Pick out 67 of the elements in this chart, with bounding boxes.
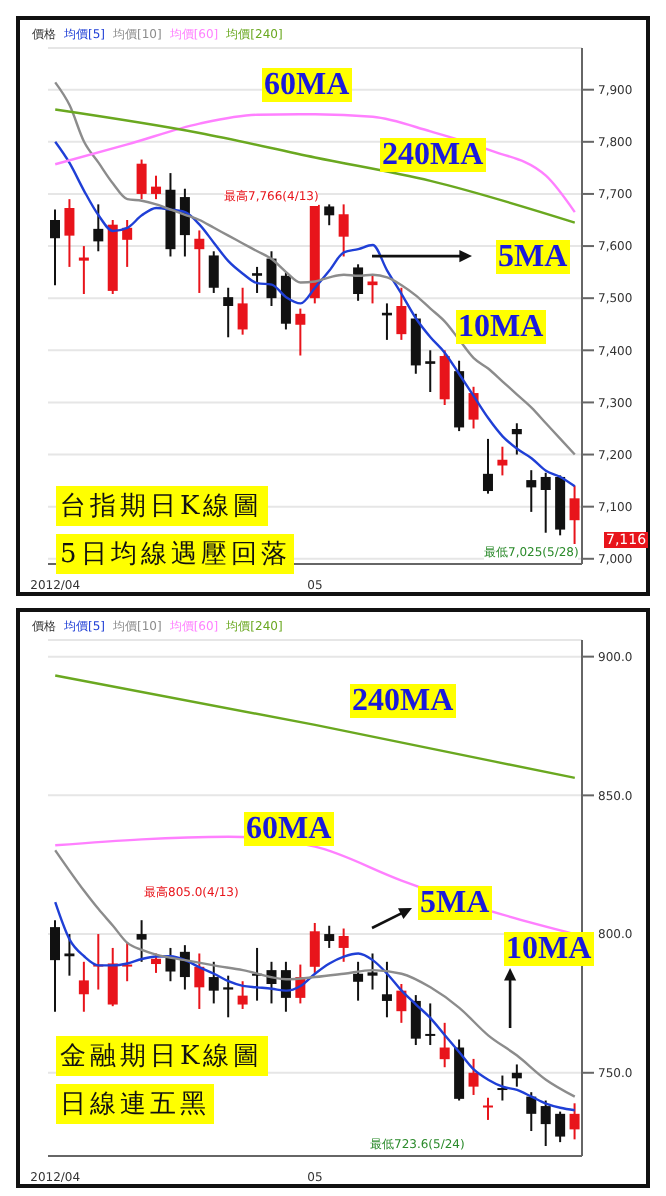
candlestick xyxy=(569,1102,580,1141)
annotation: 60MA xyxy=(262,68,352,102)
candlestick xyxy=(309,921,320,974)
candlestick xyxy=(381,960,392,1019)
text: 5日均線遇壓回落 xyxy=(56,534,295,574)
candlestick xyxy=(107,946,118,1008)
candlestick xyxy=(78,960,89,1013)
candlestick xyxy=(194,229,205,294)
candlestick xyxy=(252,265,263,294)
candlestick xyxy=(353,263,364,302)
candlestick xyxy=(526,1091,537,1133)
candlestick xyxy=(482,1096,493,1121)
annotation: 10MA xyxy=(456,310,546,344)
annotation: 240MA xyxy=(350,684,456,718)
candlestick xyxy=(122,941,133,983)
annotation: 240MA xyxy=(380,138,486,172)
candlestick xyxy=(151,174,162,201)
candlestick xyxy=(50,919,60,1013)
candlestick xyxy=(136,158,147,201)
candlestick xyxy=(136,919,147,963)
candlestick xyxy=(324,924,335,949)
candlestick xyxy=(540,1099,551,1148)
candlestick xyxy=(396,286,407,341)
candlestick xyxy=(78,245,89,296)
candlestick xyxy=(569,484,580,547)
candlestick xyxy=(410,994,421,1047)
annotation: 10MA xyxy=(504,932,594,966)
candlestick xyxy=(93,203,104,253)
candlestick xyxy=(64,933,75,977)
text: 日線連五黑 xyxy=(56,1084,214,1124)
candlestick xyxy=(208,250,219,294)
candlestick xyxy=(425,1002,436,1047)
candlestick xyxy=(237,980,248,1010)
candlestick xyxy=(540,471,551,534)
candlestick xyxy=(468,1057,479,1096)
candlestick xyxy=(194,952,205,1010)
candlestick xyxy=(396,983,407,1024)
candlestick xyxy=(482,437,493,495)
candlestick xyxy=(497,1074,508,1102)
annotation: 60MA xyxy=(244,812,334,846)
candlestick xyxy=(223,286,234,339)
candlestick xyxy=(324,203,335,227)
candlestick xyxy=(338,203,349,258)
candlestick xyxy=(511,1063,522,1088)
candlestick xyxy=(555,1110,566,1144)
line-series xyxy=(54,140,576,488)
candlestick xyxy=(425,349,436,393)
candlestick xyxy=(280,271,291,331)
annotation: 5MA xyxy=(418,886,492,920)
candlestick xyxy=(208,960,219,1005)
candlestick xyxy=(237,286,248,336)
candlestick xyxy=(410,312,421,375)
candlestick xyxy=(223,974,234,1019)
candlestick xyxy=(511,422,522,456)
candlestick xyxy=(367,952,378,991)
candlestick xyxy=(439,1021,450,1069)
annotation: 5MA xyxy=(496,240,570,274)
text: 金融期日K線圖 xyxy=(56,1036,268,1076)
candlestick xyxy=(122,219,133,268)
candlestick xyxy=(353,960,364,1002)
candlestick xyxy=(439,349,450,407)
candlestick xyxy=(64,198,75,268)
candlestick xyxy=(50,208,60,287)
candlestick xyxy=(295,307,306,357)
text: 台指期日K線圖 xyxy=(56,486,268,526)
candlestick xyxy=(526,469,537,513)
candlestick xyxy=(338,927,349,963)
